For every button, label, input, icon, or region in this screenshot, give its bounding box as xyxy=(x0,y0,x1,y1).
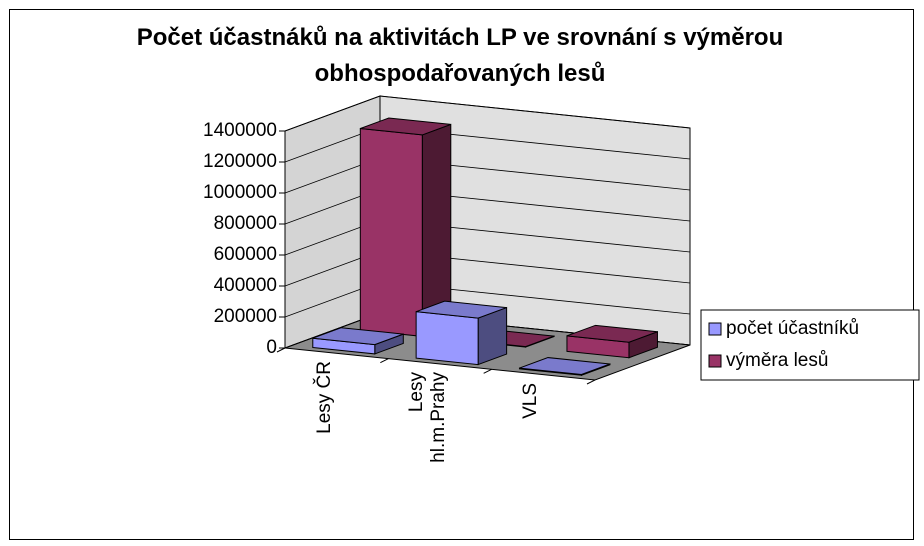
y-tick-label: 0 xyxy=(266,337,277,358)
y-tick-label: 400000 xyxy=(214,275,277,296)
x-tick xyxy=(276,347,286,353)
x-tick-label: VLS xyxy=(520,382,542,419)
legend-marker xyxy=(708,354,722,368)
bar xyxy=(518,357,611,376)
bar xyxy=(359,117,452,338)
y-tick-label: 200000 xyxy=(214,306,277,327)
bar-front xyxy=(415,311,479,366)
y-tick-label: 800000 xyxy=(214,213,277,234)
bar-top xyxy=(566,324,658,343)
bar-top xyxy=(519,357,611,375)
bar-front xyxy=(359,127,423,337)
y-tick-label: 1000000 xyxy=(203,182,277,203)
x-tick-label: Lesy hl.m.Prahy xyxy=(406,372,449,463)
bar xyxy=(415,300,508,366)
bar-top xyxy=(360,117,451,136)
x-tick-label: Lesy ČR xyxy=(313,361,335,435)
legend-marker xyxy=(708,322,722,336)
y-tick-label: 1200000 xyxy=(203,151,277,172)
y-tick-label: 1400000 xyxy=(203,120,277,141)
bar-top xyxy=(312,327,404,346)
y-tick-label: 600000 xyxy=(214,244,277,265)
x-tick xyxy=(586,379,596,385)
legend-label: počet účastníků xyxy=(726,318,859,339)
bar xyxy=(312,327,404,355)
chart-title: Počet účastnáků na aktivitách LP ve srov… xyxy=(136,24,784,87)
x-tick xyxy=(380,358,389,364)
legend-label: výměra lesů xyxy=(726,350,828,371)
legend-box xyxy=(700,309,920,381)
bar xyxy=(566,324,658,359)
x-tick xyxy=(483,368,492,374)
grid-line xyxy=(284,95,691,132)
bar-top xyxy=(415,300,507,319)
